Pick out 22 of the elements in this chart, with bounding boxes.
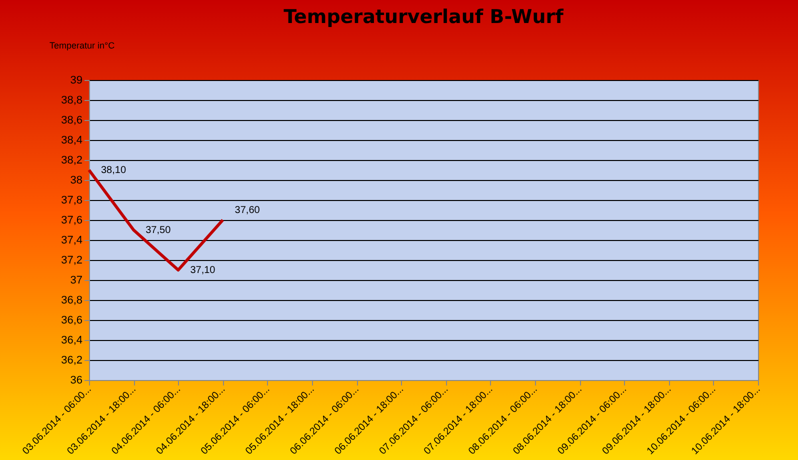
y-tick-label: 37,4	[61, 234, 82, 246]
y-tick-label: 36,4	[61, 334, 82, 346]
y-tick-label: 37,2	[61, 254, 82, 266]
y-tick-label: 36	[70, 374, 82, 386]
data-label: 37,10	[190, 265, 216, 276]
y-tick-label: 37,8	[61, 194, 82, 206]
y-tick-label: 36,6	[61, 314, 82, 326]
y-tick-label: 37,6	[61, 214, 82, 226]
y-tick-label: 38	[70, 174, 82, 186]
chart-title: Temperaturverlauf B-Wurf	[284, 6, 564, 28]
data-label: 37,60	[234, 205, 260, 216]
y-tick-label: 38,8	[61, 94, 82, 106]
y-tick-label: 36,2	[61, 354, 82, 366]
y-tick-label: 37	[70, 274, 82, 286]
data-label: 38,10	[101, 165, 126, 176]
y-axis-title: Temperatur in°C	[50, 40, 116, 50]
y-tick-label: 38,4	[61, 134, 82, 146]
y-tick-label: 39	[70, 74, 82, 86]
y-tick-label: 36,8	[61, 294, 82, 306]
y-tick-label: 38,6	[61, 114, 82, 126]
y-tick-label: 38,2	[61, 154, 82, 166]
data-label: 37,50	[146, 225, 172, 236]
